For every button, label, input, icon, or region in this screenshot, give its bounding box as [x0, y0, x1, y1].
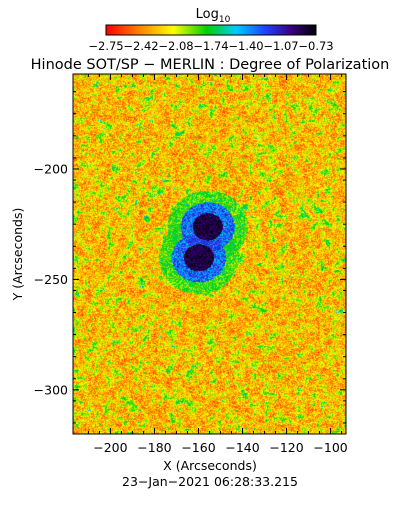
- heatmap-area: [72, 73, 347, 435]
- colorbar-tick-label: −2.42: [123, 39, 158, 53]
- colorbar-tick-label: −1.74: [193, 39, 228, 53]
- x-axis-label: X (Arcseconds): [163, 458, 257, 473]
- x-tick-label: −180: [137, 440, 171, 455]
- heatmap-image: [73, 74, 346, 434]
- colorbar-tick-label: −1.07: [263, 39, 298, 53]
- x-tick-label: −200: [93, 440, 127, 455]
- y-axis-label: Y (Arcseconds): [10, 208, 25, 302]
- colorbar-tick-label: −0.73: [298, 39, 333, 53]
- axis-ticks: [73, 74, 346, 434]
- x-tick-label: −100: [313, 440, 347, 455]
- colorbar-tick-label: −2.08: [158, 39, 193, 53]
- axis-tick-labels: −200 −180 −160 −140 −120 −100 −300 −250 −200: [34, 161, 348, 455]
- x-tick-label: −160: [181, 440, 215, 455]
- chart-title: Hinode SOT/SP − MERLIN : Degree of Polar…: [31, 57, 390, 73]
- colorbar: [105, 24, 317, 36]
- x-tick-label: −140: [225, 440, 259, 455]
- colorbar-title: Log10: [196, 7, 231, 25]
- y-tick-label: −250: [34, 272, 68, 287]
- colorbar-ticks: −2.75 −2.42 −2.08 −1.74 −1.40 −1.07 −0.73: [88, 39, 333, 53]
- x-tick-label: −120: [269, 440, 303, 455]
- y-tick-label: −200: [34, 161, 68, 176]
- colorbar-tick-label: −2.75: [88, 39, 123, 53]
- colorbar-tick-label: −1.40: [228, 39, 263, 53]
- y-tick-label: −300: [34, 382, 68, 397]
- timestamp: 23−Jan−2021 06:28:33.215: [122, 474, 298, 489]
